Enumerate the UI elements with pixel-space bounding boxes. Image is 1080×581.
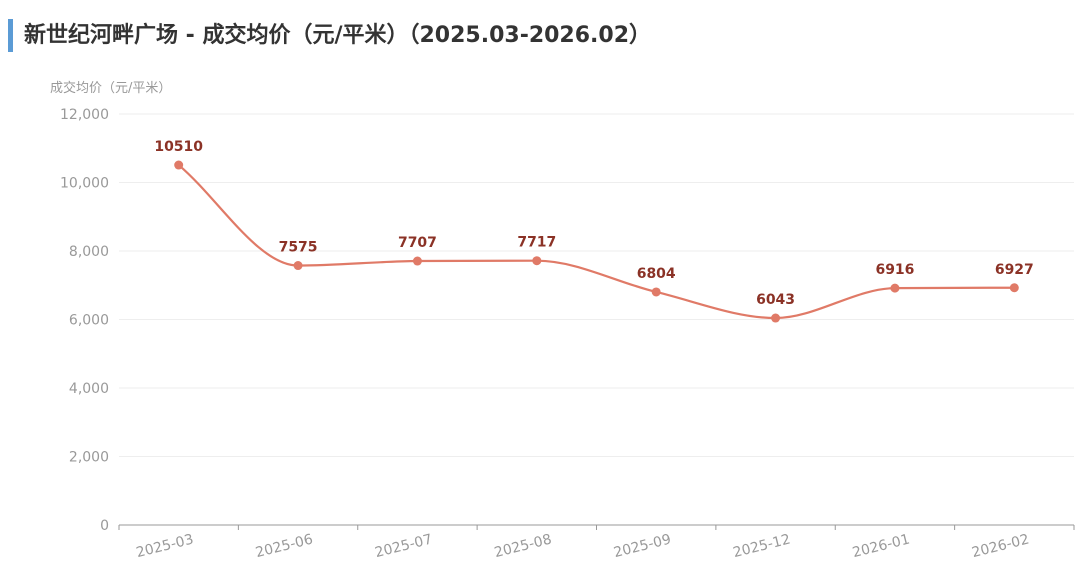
grid-lines [119, 113, 1074, 457]
data-label: 7575 [279, 240, 318, 256]
x-tick-label: 2025-06 [254, 531, 315, 561]
x-tick-label: 2025-08 [493, 531, 554, 561]
y-tick-label: 8,000 [69, 244, 109, 260]
y-tick-label: 12,000 [60, 107, 109, 123]
data-point [1009, 283, 1019, 293]
axes: 0 2,000 4,000 6,000 8,000 10,000 12,000 2025-03… [60, 107, 1075, 561]
x-tick-label: 2025-09 [612, 531, 673, 561]
data-label: 6043 [756, 292, 795, 308]
data-point [890, 283, 900, 293]
y-tick-label: 10,000 [60, 176, 109, 192]
data-label: 6927 [995, 262, 1034, 278]
data-point [293, 261, 303, 271]
data-points [174, 160, 1019, 323]
x-tick-label: 2025-07 [373, 531, 434, 561]
data-label: 6804 [637, 266, 676, 282]
y-tick-label: 6,000 [69, 313, 109, 329]
data-point [771, 313, 781, 323]
title-accent-bar [8, 19, 13, 52]
data-label: 7717 [517, 235, 556, 251]
y-axis-title: 成交均价（元/平米） [50, 80, 171, 96]
chart-title: 新世纪河畔广场 - 成交均价（元/平米）（2025.03-2026.02） [24, 23, 652, 48]
data-label: 6916 [875, 262, 914, 278]
y-tick-label: 4,000 [69, 381, 109, 397]
x-tick-label: 2026-02 [970, 531, 1031, 561]
data-labels: 10510 7575 7707 7717 6804 6043 6916 6927 [154, 139, 1033, 308]
data-point [174, 160, 184, 170]
x-tick-label: 2025-12 [731, 531, 792, 561]
data-label: 10510 [154, 139, 203, 155]
data-point [651, 287, 661, 297]
data-label: 7707 [398, 235, 437, 251]
y-tick-label: 2,000 [69, 450, 109, 466]
x-tick-label: 2025-03 [135, 531, 196, 561]
y-tick-label: 0 [100, 518, 109, 534]
data-point [412, 256, 422, 266]
data-point [532, 256, 542, 266]
x-tick-label: 2026-01 [851, 531, 912, 561]
